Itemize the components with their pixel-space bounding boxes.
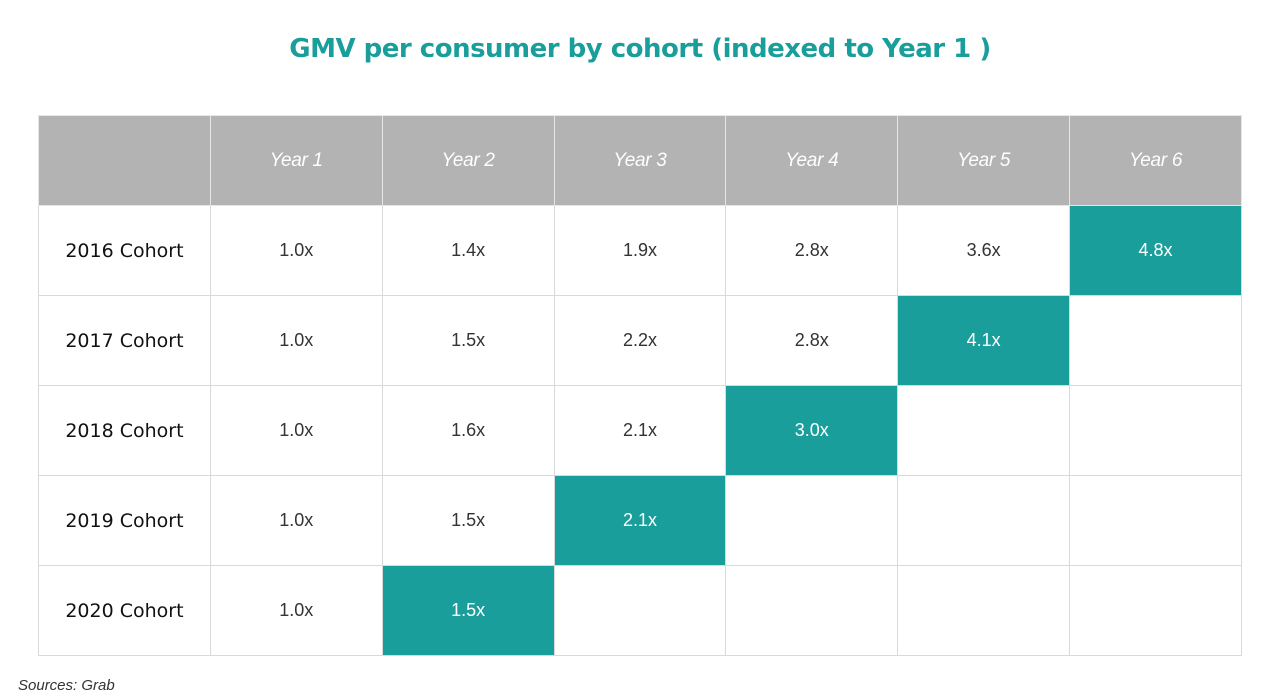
table-row-2018: 2018 Cohort 1.0x 1.6x 2.1x 3.0x — [38, 385, 1242, 476]
value-cell: 1.5x — [381, 475, 555, 566]
empty-cell — [897, 385, 1071, 476]
value-cell: 2.8x — [725, 205, 899, 296]
value-cell: 1.0x — [209, 385, 383, 476]
header-year-2: Year 2 — [381, 115, 555, 206]
empty-cell — [1069, 475, 1242, 566]
table-row-2019: 2019 Cohort 1.0x 1.5x 2.1x — [38, 475, 1242, 566]
value-cell: 2.1x — [553, 385, 727, 476]
header-year-5: Year 5 — [897, 115, 1071, 206]
row-label-2016: 2016 Cohort — [38, 205, 211, 296]
empty-cell — [725, 475, 899, 566]
value-cell: 1.9x — [553, 205, 727, 296]
source-note: Sources: Grab — [18, 677, 115, 694]
value-cell: 1.0x — [209, 295, 383, 386]
empty-cell — [1069, 385, 1242, 476]
latest-value-cell: 4.8x — [1069, 205, 1242, 296]
empty-cell — [553, 565, 727, 656]
table-row-2017: 2017 Cohort 1.0x 1.5x 2.2x 2.8x 4.1x — [38, 295, 1242, 386]
row-label-2018: 2018 Cohort — [38, 385, 211, 476]
empty-cell — [897, 475, 1071, 566]
latest-value-cell: 1.5x — [381, 565, 555, 656]
table-row-2016: 2016 Cohort 1.0x 1.4x 1.9x 2.8x 3.6x 4.8… — [38, 205, 1242, 296]
table-row-2020: 2020 Cohort 1.0x 1.5x — [38, 565, 1242, 656]
empty-cell — [1069, 565, 1242, 656]
row-label-2019: 2019 Cohort — [38, 475, 211, 566]
empty-cell — [897, 565, 1071, 656]
value-cell: 1.6x — [381, 385, 555, 476]
header-year-3: Year 3 — [553, 115, 727, 206]
header-year-6: Year 6 — [1069, 115, 1242, 206]
header-year-4: Year 4 — [725, 115, 899, 206]
chart-title: GMV per consumer by cohort (indexed to Y… — [289, 34, 991, 64]
latest-value-cell: 2.1x — [553, 475, 727, 566]
value-cell: 1.4x — [381, 205, 555, 296]
latest-value-cell: 3.0x — [725, 385, 899, 476]
value-cell: 1.0x — [209, 475, 383, 566]
value-cell: 3.6x — [897, 205, 1071, 296]
value-cell: 2.8x — [725, 295, 899, 386]
header-corner-cell — [38, 115, 211, 206]
cohort-table: Year 1 Year 2 Year 3 Year 4 Year 5 Year … — [38, 115, 1242, 656]
value-cell: 1.5x — [381, 295, 555, 386]
empty-cell — [725, 565, 899, 656]
row-label-2017: 2017 Cohort — [38, 295, 211, 386]
row-label-2020: 2020 Cohort — [38, 565, 211, 656]
value-cell: 1.0x — [209, 205, 383, 296]
header-year-1: Year 1 — [209, 115, 383, 206]
value-cell: 1.0x — [209, 565, 383, 656]
empty-cell — [1069, 295, 1242, 386]
value-cell: 2.2x — [553, 295, 727, 386]
latest-value-cell: 4.1x — [897, 295, 1071, 386]
header-row: Year 1 Year 2 Year 3 Year 4 Year 5 Year … — [38, 115, 1242, 206]
